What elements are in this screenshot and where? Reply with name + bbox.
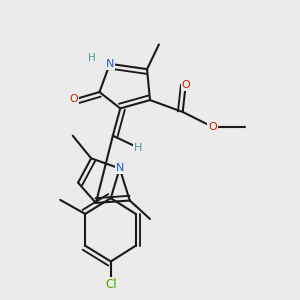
Text: N: N: [116, 164, 124, 173]
Text: N: N: [106, 59, 114, 69]
Text: Cl: Cl: [105, 278, 117, 291]
Text: O: O: [208, 122, 217, 132]
Text: H: H: [134, 142, 142, 153]
Text: O: O: [70, 94, 79, 104]
Text: O: O: [181, 80, 190, 90]
Text: H: H: [88, 53, 96, 64]
